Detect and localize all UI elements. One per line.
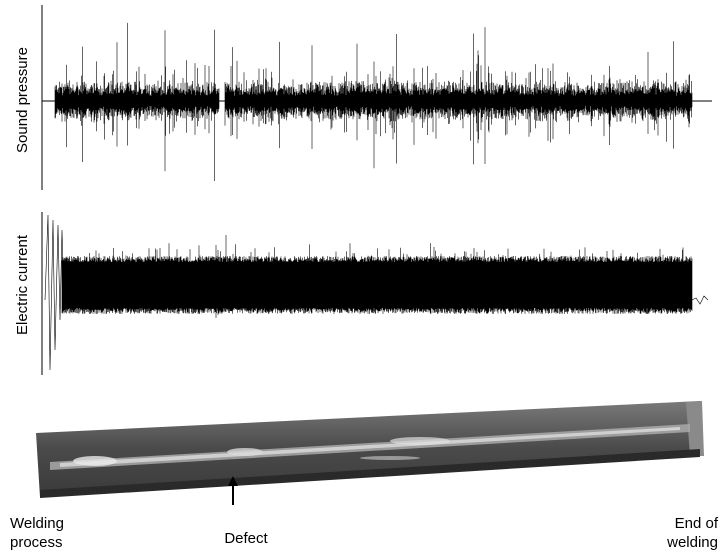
waveforms	[44, 22, 709, 371]
defect-label: Defect	[224, 530, 268, 547]
y-label: Sound pressure	[14, 47, 31, 153]
end-label: End of	[675, 515, 719, 532]
start-label: Welding	[10, 515, 64, 532]
weld-specimen	[36, 401, 704, 498]
sound-waveform	[54, 22, 693, 181]
defect-arrowhead	[228, 476, 238, 486]
y-label: Electric current	[14, 234, 31, 335]
end-label: welding	[666, 534, 718, 551]
current-waveform	[44, 214, 709, 371]
start-label: process	[10, 534, 63, 551]
